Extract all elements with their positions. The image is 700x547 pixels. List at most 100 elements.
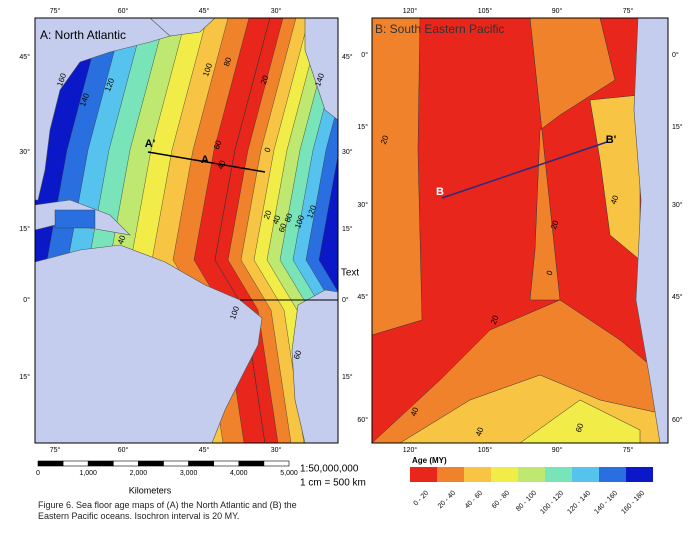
scale-tick-label: 5,000: [280, 470, 298, 477]
scale-segment: [213, 460, 240, 467]
profile-label: B': [606, 134, 617, 146]
isochron-label: 0: [263, 146, 273, 154]
scale-segment: [138, 460, 164, 467]
legend-label: 20 - 40: [437, 490, 457, 510]
panel-frame: [34, 17, 339, 444]
panel-title: A: North Atlantic: [40, 28, 126, 42]
profile-label: B: [436, 186, 444, 198]
latitude-label: 15°: [19, 373, 30, 381]
isochron-label: 60: [574, 422, 586, 434]
legend-swatch: [410, 467, 437, 482]
land: [291, 289, 338, 443]
map-a: [35, 18, 338, 443]
scale-tick-label: 1,000: [79, 470, 97, 477]
scale-tick-label: 4,000: [230, 470, 248, 477]
ocean-patch: [54, 209, 96, 229]
longitude-label: 45°: [199, 446, 210, 454]
latitude-label: 15°: [19, 225, 30, 233]
isochron-label: 40: [474, 426, 486, 438]
scale-tick-label: 0: [36, 470, 40, 477]
land: [304, 18, 338, 121]
scale-segment: [113, 460, 139, 467]
latitude-label: 0°: [23, 296, 30, 304]
scale-unit: Kilometers: [129, 485, 172, 495]
legend-label: 60 - 80: [491, 490, 511, 510]
latitude-label: 30°: [357, 201, 368, 209]
profile-line: [147, 151, 266, 173]
longitude-label: 75°: [623, 7, 634, 15]
longitude-label: 105°: [478, 7, 493, 15]
longitude-label: 120°: [403, 7, 418, 15]
age-band: [589, 94, 641, 261]
legend-label: 120 - 140: [566, 490, 592, 516]
isochron-label: 140: [313, 72, 326, 88]
scale-segment: [37, 460, 64, 467]
legend-swatch: [464, 467, 491, 482]
scale-tick-label: 3,000: [180, 470, 198, 477]
longitude-label: 60°: [118, 7, 129, 15]
legend-title: Age (MY): [412, 456, 447, 465]
scale-segment: [263, 460, 290, 467]
isochron-label: 20: [549, 219, 561, 231]
longitude-label: 60°: [118, 446, 129, 454]
legend-label: 0 - 20: [413, 490, 431, 508]
isochron-label: 140: [78, 92, 91, 108]
latitude-label: 15°: [672, 123, 683, 131]
legend-swatch: [545, 467, 572, 482]
legend-swatch: [437, 467, 464, 482]
scale-segment: [188, 460, 215, 467]
annotation: Text: [341, 268, 360, 279]
legend-label: 80 - 100: [515, 490, 538, 513]
latitude-label: 0°: [672, 51, 679, 59]
legend-swatch: [599, 467, 626, 482]
scale-segment: [238, 460, 265, 467]
isochron-label: 100: [293, 214, 306, 230]
legend-label: 100 - 120: [539, 490, 565, 516]
longitude-label: 45°: [199, 7, 210, 15]
isochron-label: 20: [489, 314, 501, 326]
legend-label: 40 - 60: [464, 490, 484, 510]
latitude-label: 45°: [19, 53, 30, 61]
latitude-label: 30°: [672, 201, 683, 209]
age-band: [529, 18, 616, 301]
latitude-label: 30°: [19, 148, 30, 156]
profile-label: A': [145, 138, 156, 150]
isochron-label: 40: [216, 159, 228, 171]
legend-swatch: [626, 467, 653, 482]
scale-segment: [163, 460, 189, 467]
longitude-label: 75°: [50, 7, 61, 15]
latitude-label: 0°: [342, 296, 349, 304]
latitude-label: 60°: [672, 416, 683, 424]
scale-ratio: 1:50,000,000: [300, 464, 359, 475]
longitude-label: 30°: [271, 446, 282, 454]
isochron-label: 40: [271, 214, 283, 226]
profile-line: [441, 141, 608, 199]
land: [633, 18, 668, 443]
panel-frame: [371, 17, 669, 444]
latitude-label: 60°: [357, 416, 368, 424]
panel-title: B: South Eastern Pacific: [375, 22, 504, 36]
isochron-label: 80: [222, 56, 234, 68]
latitude-label: 15°: [357, 123, 368, 131]
latitude-label: 15°: [342, 225, 353, 233]
scale-segment: [87, 460, 114, 467]
map-b: [372, 18, 668, 443]
age-band: [372, 18, 423, 336]
age-band: [519, 399, 641, 443]
longitude-label: 90°: [552, 446, 563, 454]
legend-label: 140 - 160: [593, 490, 619, 516]
age-band: [214, 18, 284, 443]
isochron-label: 120: [305, 204, 318, 220]
land: [149, 18, 216, 37]
isochron-label: 40: [409, 406, 421, 418]
isochron-label: 20: [379, 134, 391, 146]
isochron-label: 0: [545, 269, 555, 277]
longitude-label: 90°: [552, 7, 563, 15]
caption: Figure 6. Sea floor age maps of (A) the …: [38, 500, 297, 521]
latitude-label: 30°: [342, 148, 353, 156]
longitude-label: 30°: [271, 7, 282, 15]
latitude-label: 45°: [342, 53, 353, 61]
isochron-label: 160: [55, 72, 68, 88]
longitude-label: 75°: [623, 446, 634, 454]
